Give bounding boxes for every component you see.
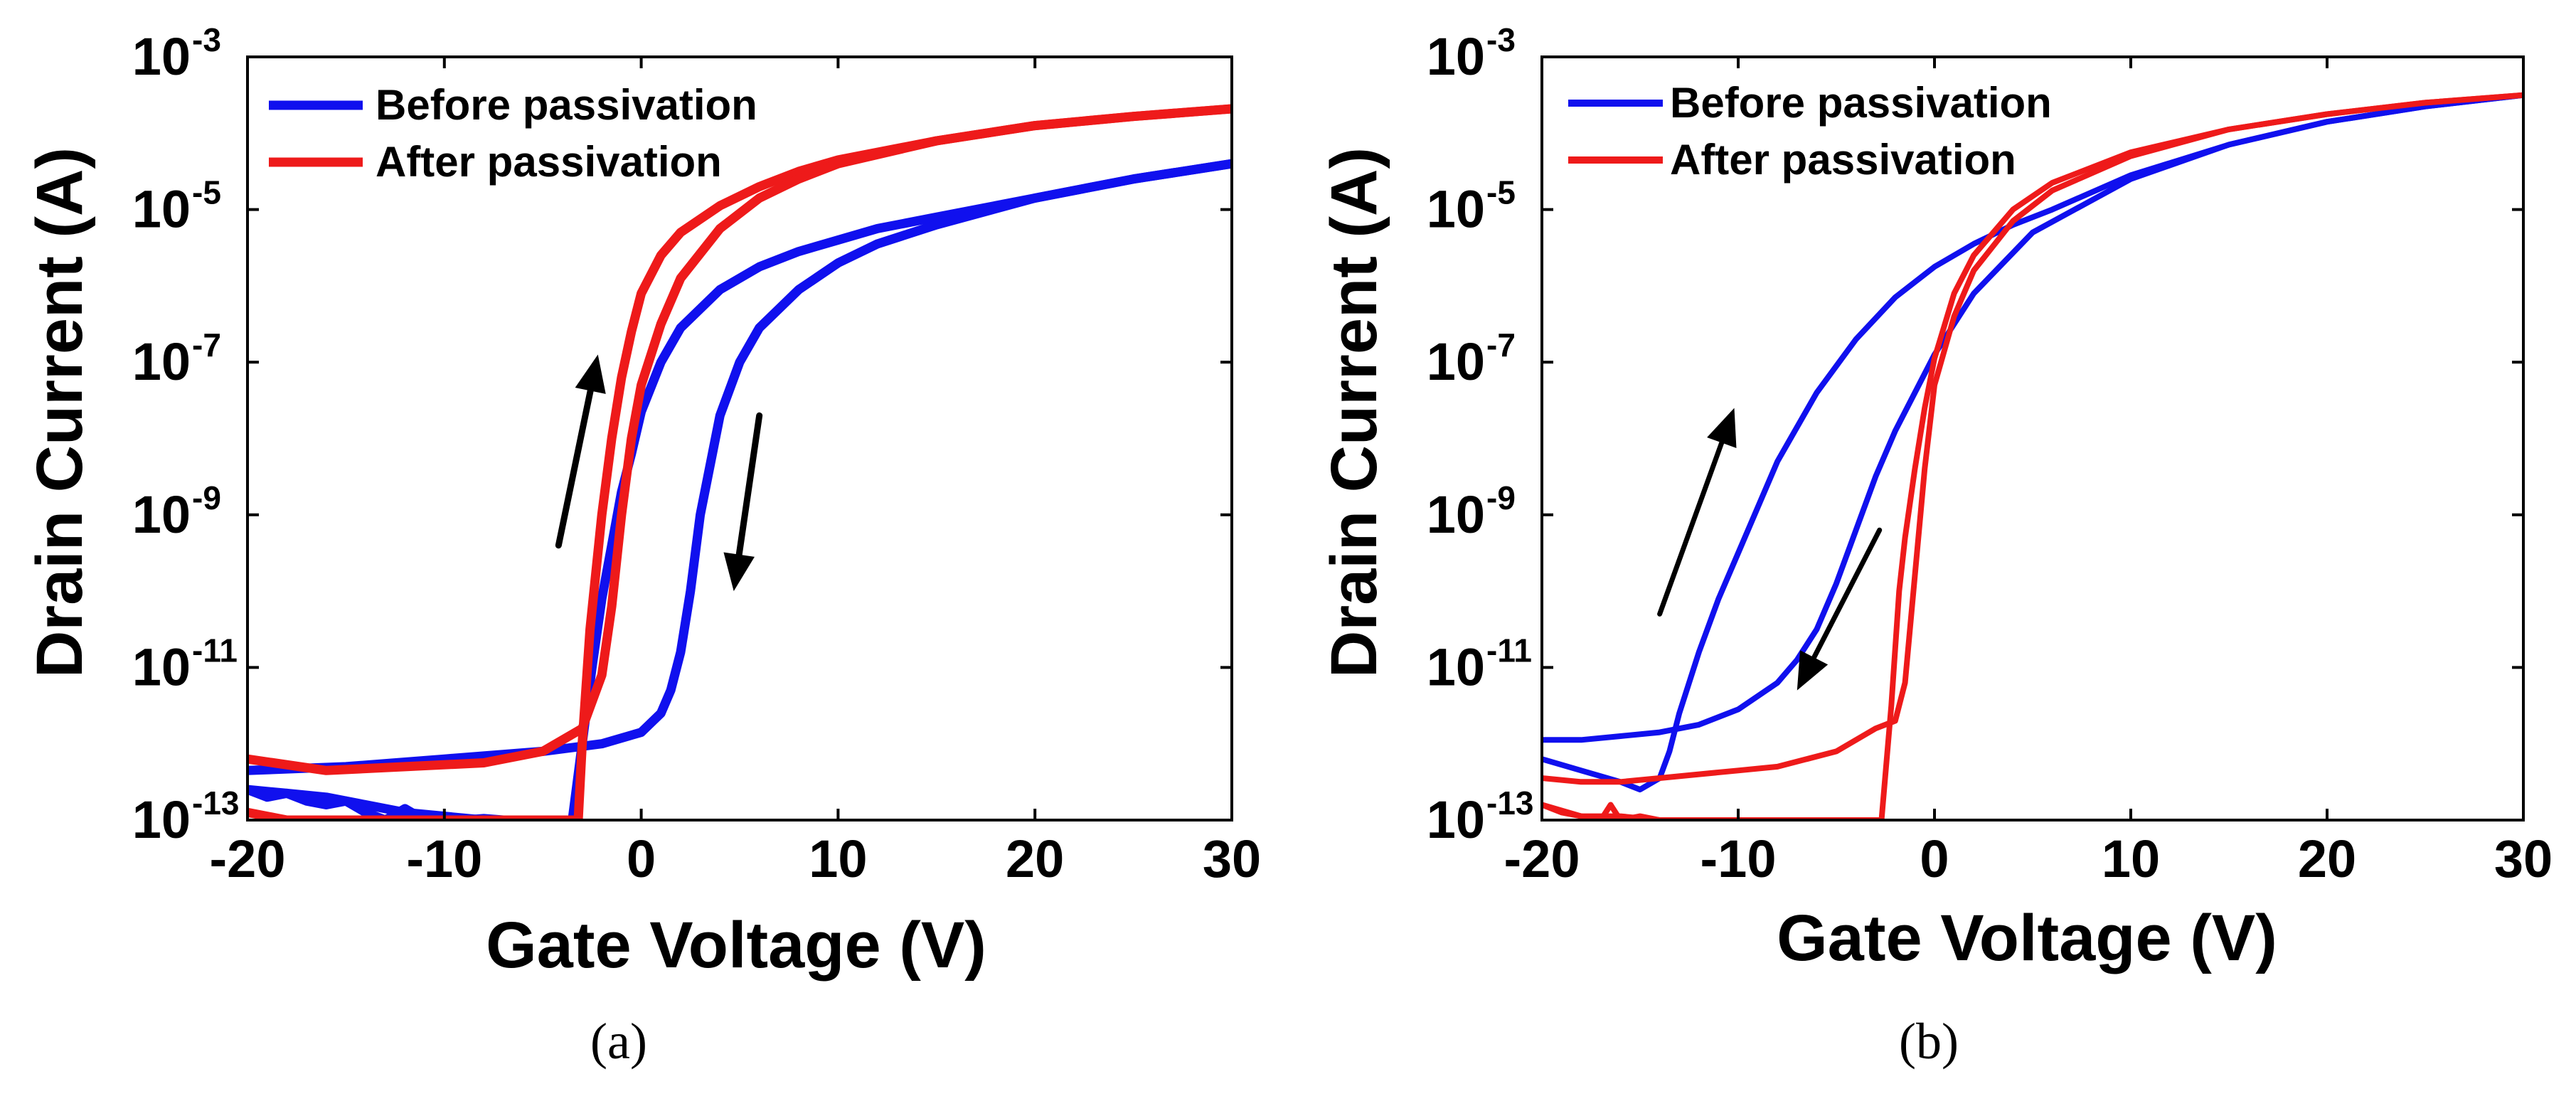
x-tick-label: 0 [1920,829,1949,888]
y-tick-label: 10 [132,637,191,696]
series-group [1542,92,2523,820]
legend-label-before: Before passivation [376,81,757,129]
sweep-arrow-down [1797,527,1883,691]
x-tick-label: -10 [406,829,482,888]
panel-b: Drain Current (A) Gate Voltage (V) (b) -… [1318,21,2553,1070]
plot-frame [246,55,1233,821]
series-line-1 [1542,92,2523,743]
y-tick-label: 10 [132,485,191,544]
y-tick-exponent: -11 [192,632,238,669]
legend-label-after: After passivation [1670,136,2016,184]
y-tick-exponent: -13 [192,785,239,821]
x-tick-label: 20 [1006,829,1064,888]
sweep-arrow-down [723,412,763,592]
x-tick-label: -20 [210,829,286,888]
y-tick-exponent: -5 [192,174,221,211]
series-line-3 [1542,92,2523,785]
y-tick-exponent: -7 [192,326,221,363]
x-tick-label: 0 [627,829,656,888]
legend-label-after: After passivation [376,138,722,186]
sweep-arrow-up [555,354,606,549]
y-tick-exponent: -9 [1486,479,1516,516]
x-tick-label: 10 [809,829,867,888]
y-tick-label: 10 [1427,180,1485,239]
y-tick-exponent: -3 [192,21,221,58]
y-tick-exponent: -9 [192,479,221,516]
y-tick-label: 10 [132,332,191,391]
x-tick-label: 30 [2494,829,2553,888]
x-tick-label: -10 [1701,829,1777,888]
x-tick-label: 10 [2102,829,2160,888]
series-line-3 [248,104,1232,820]
y-tick-label: 10 [1427,332,1485,391]
panel-b-caption: (b) [1899,1013,1959,1070]
panel-b-legend: Before passivation After passivation [1568,79,2052,184]
panel-a-caption: (a) [590,1013,647,1070]
y-tick-label: 10 [1427,637,1485,696]
y-tick-label: 10 [132,180,191,239]
y-tick-label: 10 [132,790,191,849]
series-line-4 [248,104,1232,775]
plot-frame [1540,55,2525,821]
y-tick-exponent: -3 [1486,21,1516,58]
series-line-0 [248,159,1232,820]
panel-a: Drain Current (A) Gate Voltage (V) (a) -… [23,21,1261,1070]
series-group [248,104,1232,820]
series-line-1 [248,159,1232,775]
y-tick-label: 10 [1427,27,1485,86]
y-tick-label: 10 [1427,485,1485,544]
y-tick-exponent: -13 [1486,785,1533,821]
sweep-arrow-up [1657,408,1737,617]
y-tick-label: 10 [132,27,191,86]
y-tick-exponent: -11 [1486,632,1532,669]
panel-b-ylabel: Drain Current (A) [1318,147,1390,678]
series-line-2 [1542,92,2523,820]
panel-a-legend: Before passivation After passivation [269,81,757,186]
legend-label-before: Before passivation [1670,79,2052,127]
x-tick-label: -20 [1504,829,1580,888]
x-tick-label: 20 [2298,829,2356,888]
x-tick-label: 30 [1203,829,1261,888]
y-tick-label: 10 [1427,790,1485,849]
panel-b-xlabel: Gate Voltage (V) [1777,902,2277,974]
y-tick-exponent: -7 [1486,326,1516,363]
series-line-4 [1542,802,1663,820]
panel-a-ylabel: Drain Current (A) [23,147,96,678]
panel-a-xlabel: Gate Voltage (V) [486,909,986,982]
y-tick-exponent: -5 [1486,174,1516,211]
